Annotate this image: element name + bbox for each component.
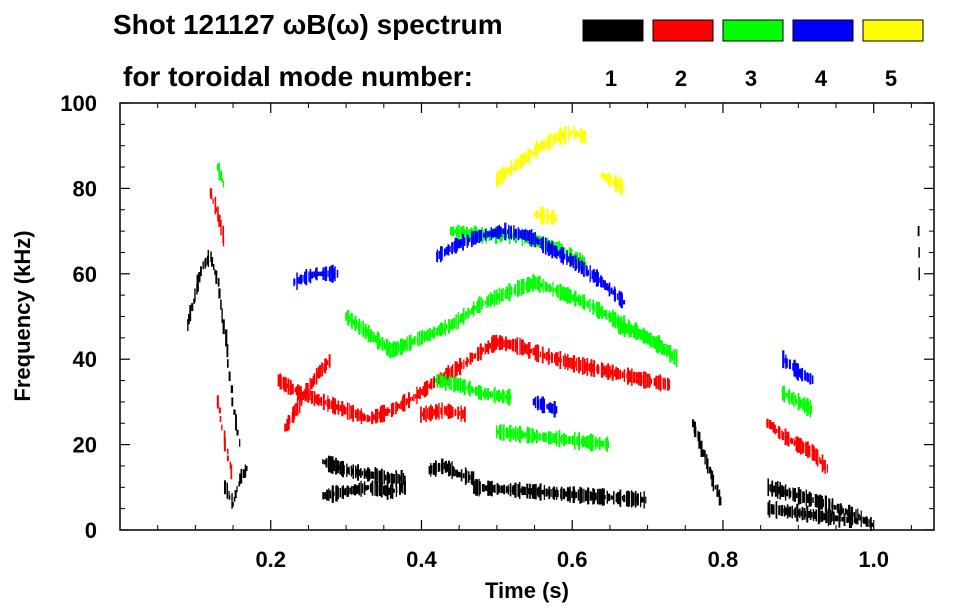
y-tick-label: 40 [73,347,97,372]
y-tick-label: 0 [85,518,97,543]
y-tick-label: 100 [60,91,97,116]
legend-label-4: 4 [815,66,828,91]
legend-label-5: 5 [885,66,897,91]
mode-trace [533,206,557,227]
mode-trace [428,458,475,486]
legend-swatch-3 [722,19,784,42]
y-tick-label: 60 [73,262,97,287]
x-tick-label: 0.8 [708,547,739,572]
mode-trace [496,125,587,189]
mode-trace [600,172,624,196]
mode-trace [435,373,512,406]
mode-trace [436,222,626,309]
y-axis-label: Frequency (kHz) [10,230,35,401]
mode-trace [209,188,225,247]
x-tick-label: 1.0 [858,547,889,572]
legend-swatch-2 [652,19,714,42]
plot-area [187,125,920,532]
y-tick-label: 20 [73,433,97,458]
y-tick-label: 80 [73,176,97,201]
mode-trace [216,395,233,480]
mode-trace [223,464,248,509]
mode-trace [767,500,859,529]
x-tick-label: 0.4 [406,547,437,572]
mode-trace [284,354,331,432]
mode-trace [781,385,813,418]
legend-swatch-4 [792,19,854,42]
legend-label-3: 3 [745,66,757,91]
mode-trace [322,455,406,488]
legend-swatch-1 [582,19,644,42]
legend-swatch-5 [862,19,924,42]
x-axis: 0.2 0.4 0.6 0.8 1.0 [157,103,912,572]
mode-trace [766,418,828,474]
mode-trace [322,480,407,503]
mode-trace [293,264,339,290]
chart-title-line2: for toroidal mode number: [123,61,473,92]
x-axis-label: Time (s) [485,578,569,603]
mode-trace [345,274,671,359]
mode-trace [277,334,671,425]
mode-trace [532,395,558,418]
legend-label-2: 2 [675,66,687,91]
y-axis: 0 20 40 60 80 100 [60,91,934,543]
mode-trace [495,424,610,452]
x-tick-label: 0.2 [255,547,286,572]
legend-label-1: 1 [605,66,617,91]
mode-trace [473,478,647,509]
mode-trace [691,419,722,506]
mode-trace [917,225,920,281]
chart-title-line1: Shot 121127 ωB(ω) spectrum [113,9,503,40]
mode-trace [187,249,241,447]
legend: 1 2 3 4 5 [582,19,924,91]
mode-trace [782,350,814,385]
mode-trace [617,317,678,368]
plot-frame [119,102,935,531]
mode-trace [216,162,225,188]
x-tick-label: 0.6 [557,547,588,572]
mode-trace [420,402,466,423]
